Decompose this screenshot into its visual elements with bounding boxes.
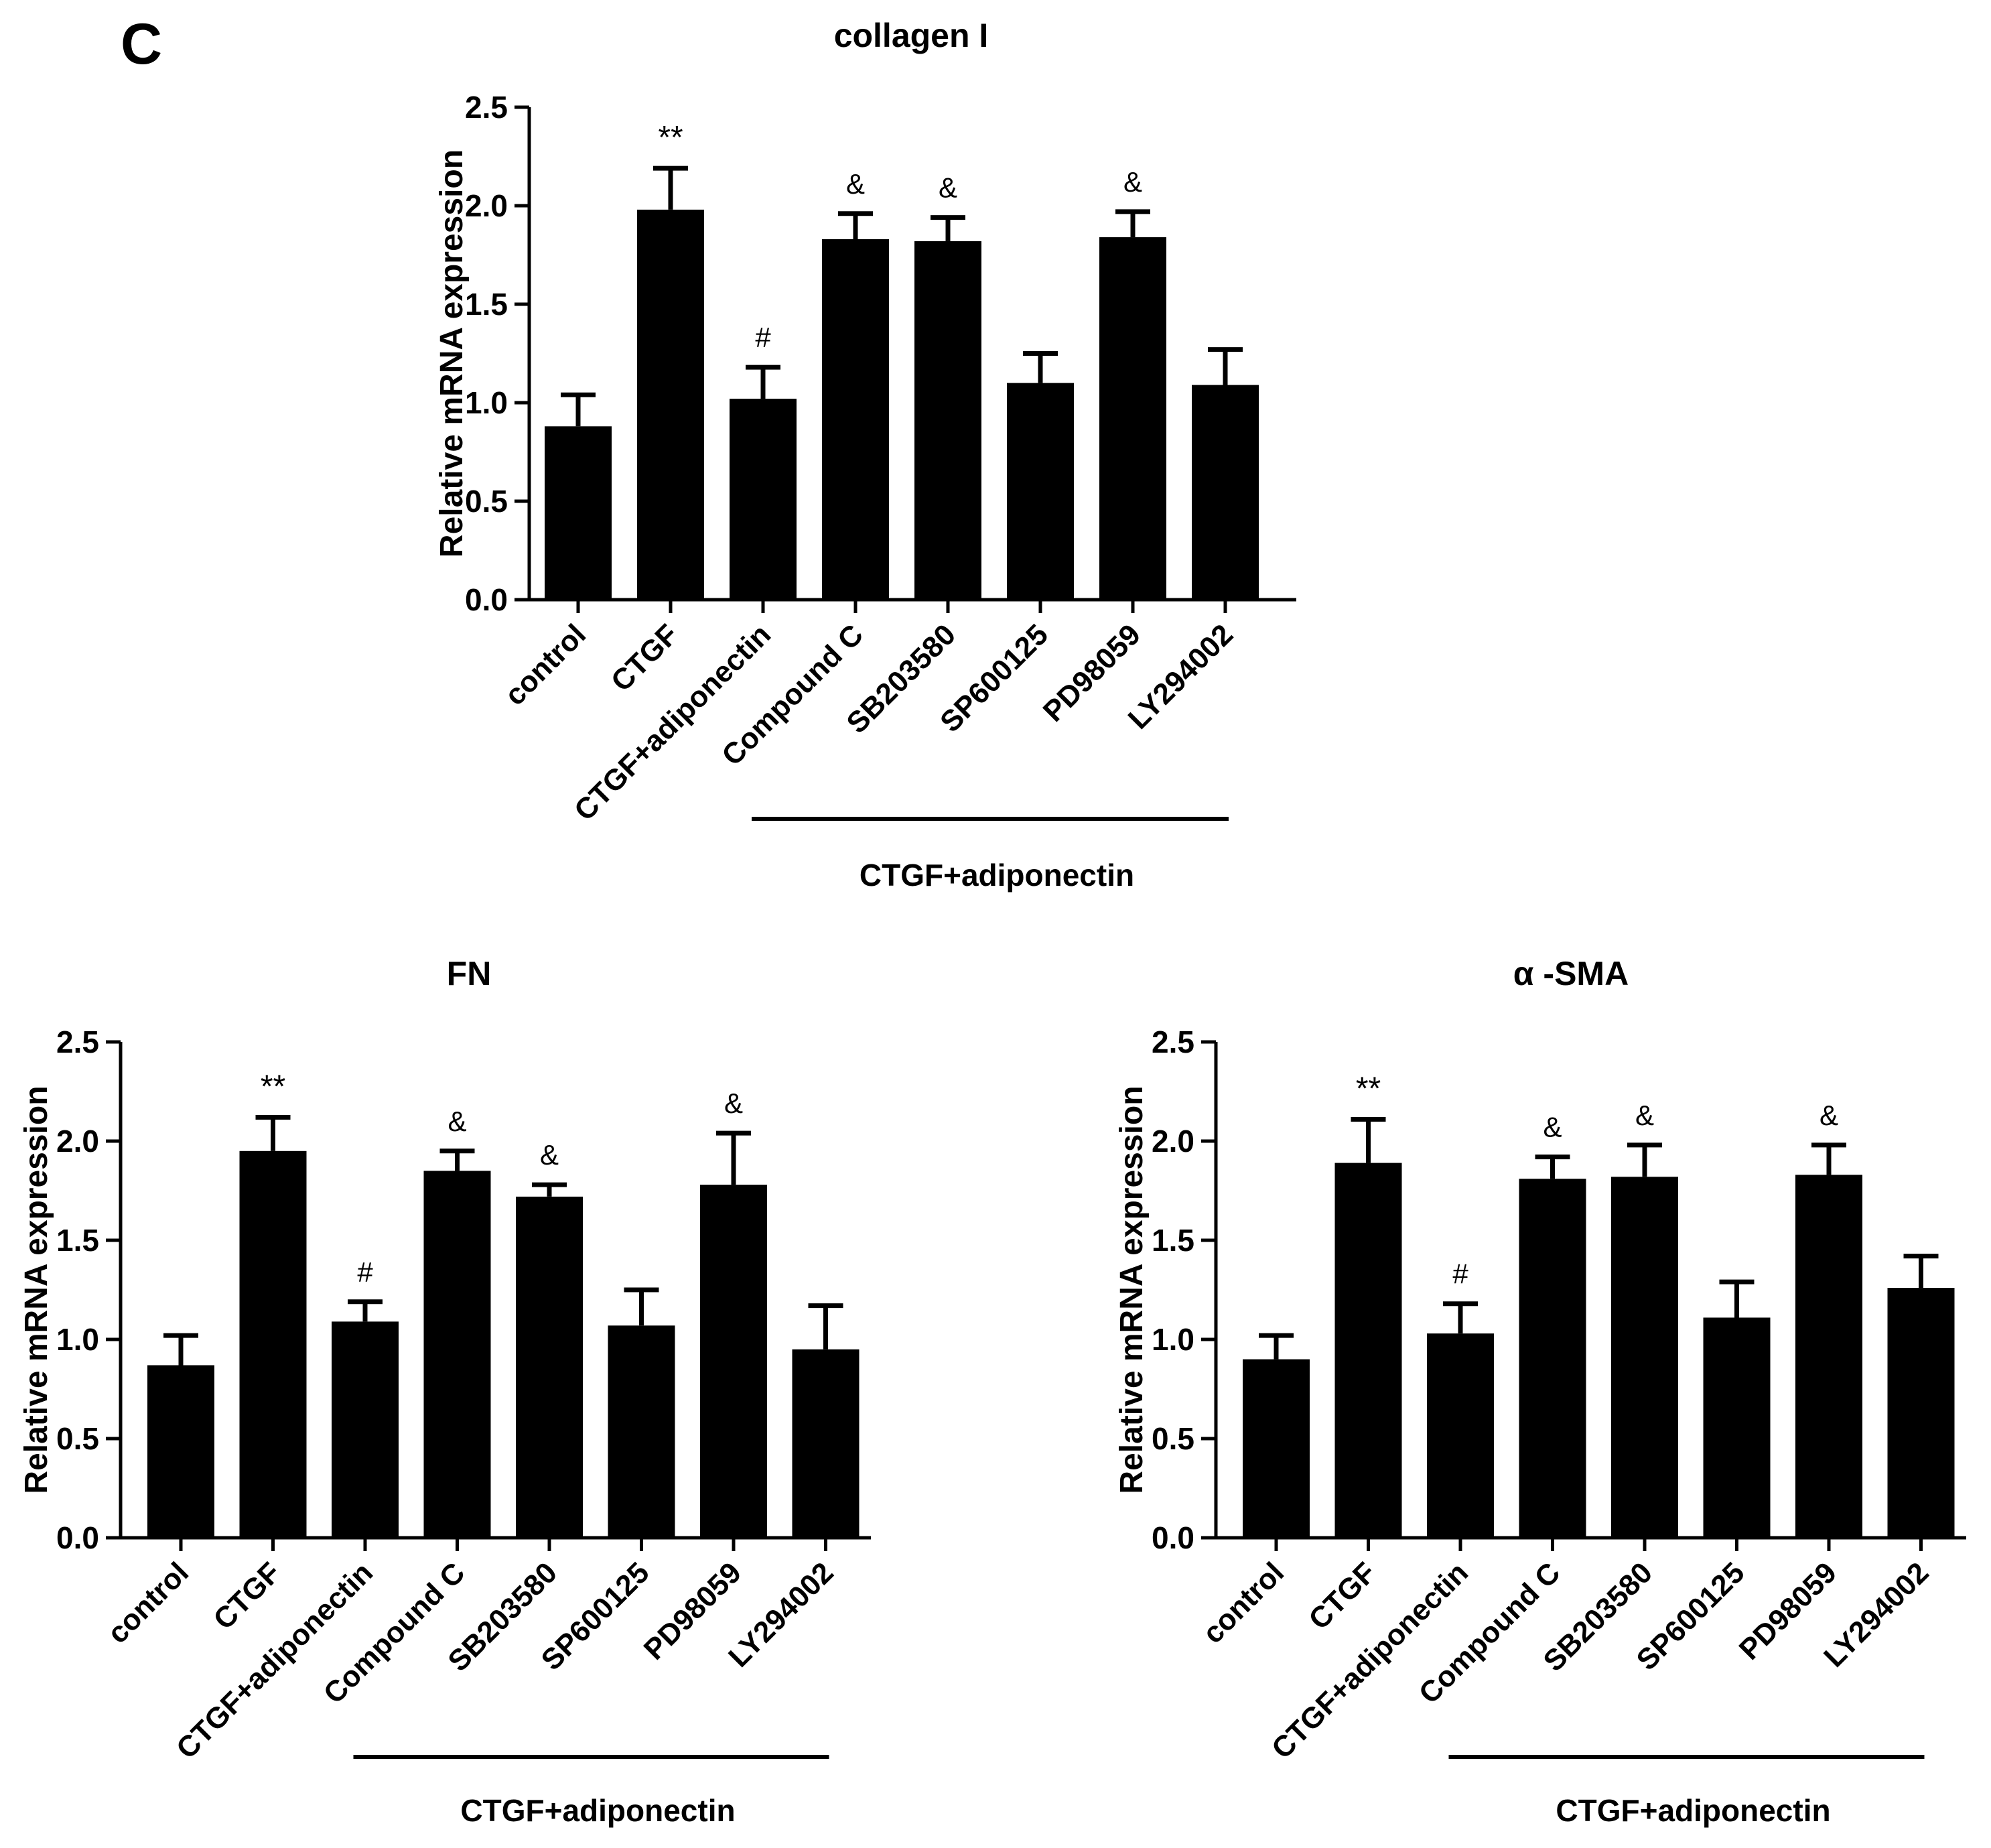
significance-mark: ** xyxy=(261,1069,285,1104)
significance-mark: & xyxy=(939,172,957,204)
bar xyxy=(1795,1175,1862,1538)
significance-mark: & xyxy=(1543,1112,1562,1143)
bar xyxy=(1427,1333,1494,1538)
bar xyxy=(1887,1288,1955,1538)
y-axis-label: Relative mRNA expression xyxy=(434,149,470,557)
bar xyxy=(332,1321,399,1538)
significance-mark: # xyxy=(755,322,771,353)
significance-mark: ** xyxy=(658,120,683,155)
bar xyxy=(516,1196,583,1538)
bar xyxy=(239,1150,307,1538)
bar xyxy=(1007,383,1074,600)
significance-mark: & xyxy=(1820,1100,1838,1131)
group-label: CTGF+adiponectin xyxy=(460,1793,735,1828)
y-tick-label: 2.0 xyxy=(56,1124,99,1159)
y-tick-label: 1.5 xyxy=(56,1223,99,1258)
x-tick-label: CTGF xyxy=(1302,1556,1382,1636)
bar xyxy=(730,399,797,600)
chart-title: α -SMA xyxy=(1513,955,1629,992)
y-axis-label: Relative mRNA expression xyxy=(1114,1085,1150,1494)
bar xyxy=(1192,385,1259,600)
y-tick-label: 1.5 xyxy=(1152,1223,1194,1258)
y-tick-label: 0.5 xyxy=(56,1421,99,1456)
y-tick-label: 1.5 xyxy=(465,287,508,322)
chart-1: collagen I Relative mRNA expression 0.0 0.5… xyxy=(434,17,1296,893)
bar xyxy=(1334,1163,1402,1538)
y-tick-label: 2.0 xyxy=(465,188,508,223)
y-tick-label: 0.5 xyxy=(465,484,508,519)
y-tick-label: 0.0 xyxy=(56,1520,99,1555)
significance-mark: & xyxy=(846,168,865,200)
bar xyxy=(1243,1359,1310,1538)
significance-mark: & xyxy=(448,1106,466,1137)
y-tick-label: 2.5 xyxy=(465,90,508,125)
group-label: CTGF+adiponectin xyxy=(1556,1793,1830,1828)
bar xyxy=(822,239,889,600)
significance-mark: & xyxy=(1635,1100,1654,1131)
y-tick-label: 0.0 xyxy=(1152,1520,1194,1555)
x-tick-label: CTGF xyxy=(605,618,685,698)
bar xyxy=(792,1349,860,1538)
bar xyxy=(637,209,704,600)
chart-title: FN xyxy=(447,955,492,992)
bar xyxy=(545,426,612,600)
significance-mark: ** xyxy=(1356,1071,1381,1106)
y-tick-label: 1.0 xyxy=(465,385,508,420)
significance-mark: # xyxy=(357,1256,373,1288)
y-tick-label: 0.5 xyxy=(1152,1421,1194,1456)
panel-label: C xyxy=(121,12,162,76)
x-tick-label: control xyxy=(1196,1556,1290,1650)
bar xyxy=(423,1171,491,1538)
y-tick-label: 2.0 xyxy=(1152,1124,1194,1159)
y-axis-label: Relative mRNA expression xyxy=(19,1085,54,1494)
x-tick-label: CTGF xyxy=(207,1556,287,1636)
y-tick-label: 0.0 xyxy=(465,582,508,617)
significance-mark: # xyxy=(1452,1258,1468,1290)
y-tick-label: 1.0 xyxy=(1152,1322,1194,1357)
bar xyxy=(1611,1177,1678,1538)
bar xyxy=(914,241,981,600)
x-tick-label: control xyxy=(101,1556,195,1650)
chart-title: collagen I xyxy=(834,17,989,54)
bar xyxy=(1099,237,1166,600)
significance-mark: & xyxy=(724,1087,743,1119)
bar xyxy=(608,1325,675,1538)
significance-mark: & xyxy=(1123,166,1142,198)
y-tick-label: 2.5 xyxy=(56,1025,99,1059)
y-tick-label: 1.0 xyxy=(56,1322,99,1357)
x-tick-label: control xyxy=(498,618,592,712)
bar xyxy=(700,1185,767,1538)
bar xyxy=(1703,1317,1771,1538)
bar xyxy=(1519,1179,1586,1538)
y-tick-label: 2.5 xyxy=(1152,1025,1194,1059)
significance-mark: & xyxy=(540,1139,559,1171)
bar xyxy=(147,1365,214,1538)
group-label: CTGF+adiponectin xyxy=(860,858,1134,893)
